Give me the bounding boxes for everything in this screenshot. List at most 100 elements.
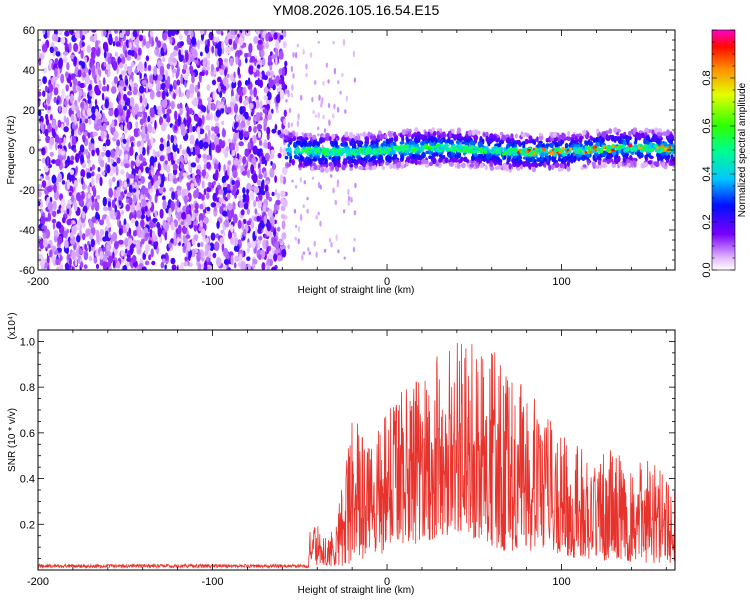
spectrogram-cell [256, 100, 260, 109]
spectrogram-cell [242, 86, 247, 96]
spectrogram-cell [177, 236, 180, 243]
spectrogram-cell [112, 215, 117, 221]
spectrogram-cell [292, 73, 295, 79]
spectrogram-cell [662, 131, 667, 137]
spectrogram-cell [368, 161, 373, 167]
spectrogram-cell [658, 148, 661, 152]
spectrogram-cell [317, 126, 320, 131]
spectrogram-cell [337, 154, 341, 161]
spectrogram-cell [191, 99, 197, 106]
spectrogram-cell [284, 155, 289, 160]
spectrogram-cell [415, 154, 420, 159]
spectrogram-cell [172, 141, 178, 153]
spectrogram-cell [62, 51, 69, 56]
spectrogram-cell [237, 66, 241, 76]
spectrogram-cell [293, 154, 298, 160]
spectrogram-cell [117, 84, 124, 93]
spectrogram-cell [125, 248, 128, 254]
spectrogram-cell [311, 147, 315, 151]
spectrogram-cell [184, 189, 189, 194]
spectrogram-cell [164, 264, 167, 270]
spectrogram-cell [128, 197, 133, 206]
spectrogram-cell [79, 30, 83, 40]
spectrogram-cell [471, 130, 476, 136]
spectrogram-cell [478, 159, 482, 163]
spectrogram-cell [173, 92, 176, 100]
spectrogram-cell [144, 260, 150, 266]
spectrogram-cell [166, 108, 172, 114]
spectrogram-cell [305, 63, 308, 70]
spectrogram-cell [73, 148, 77, 153]
spectrogram-cell [207, 38, 211, 48]
spectrogram-cell [141, 126, 146, 136]
spectrogram-cell [111, 232, 118, 242]
spectrogram-cell [55, 83, 60, 89]
spectrogram-cell [401, 136, 405, 143]
spectrogram-cell [339, 90, 342, 95]
spectrogram-cell [149, 228, 153, 238]
spectrogram-cell [477, 130, 481, 135]
spectrogram-cell [85, 228, 90, 237]
spectrogram-cell [172, 168, 178, 176]
spectrogram-cell [261, 156, 266, 165]
spectrogram-cell [185, 106, 189, 112]
spectrogram-cell [41, 224, 46, 234]
spectrogram-cell [219, 237, 225, 245]
spectrogram-cell [84, 74, 90, 85]
spectrogram-cell [665, 130, 670, 136]
spectrogram-cell [136, 210, 142, 219]
spectrogram-cell [135, 239, 141, 250]
spectrogram-cell [188, 160, 192, 168]
spectrogram-cell [58, 137, 62, 146]
spectrogram-cell [221, 175, 227, 184]
spectrogram-cell [650, 163, 654, 168]
spectrogram-cell [388, 132, 393, 138]
spectrogram-cell [199, 30, 205, 35]
spectrogram-cell [520, 164, 523, 170]
spectrogram-cell [230, 185, 233, 191]
spectrogram-cell [647, 160, 653, 165]
spectrogram-cell [561, 152, 564, 155]
spectrogram-cell [109, 149, 116, 158]
spectrogram-cell [145, 132, 149, 142]
spectrogram-cell [419, 135, 425, 140]
spectrogram-cell [38, 192, 42, 198]
spectrogram-cell [336, 106, 340, 113]
spectrogram-cell [189, 123, 193, 133]
spectrogram-cell [401, 129, 406, 136]
spectrogram-cell [61, 123, 64, 131]
spectrogram-cell [397, 145, 400, 149]
spectrogram-cell [118, 239, 124, 245]
spectrogram-cell [252, 135, 257, 144]
spectrogram-cell [87, 185, 91, 193]
spectrogram-cell [566, 165, 571, 172]
spectrogram-cell [132, 194, 137, 204]
spectrogram-cell [261, 49, 265, 57]
spectrogram-cell [142, 38, 146, 46]
spectrogram-cell [198, 128, 205, 135]
spectrogram-cell [218, 139, 223, 145]
spectrogram-cell [183, 58, 186, 64]
spectrogram-cell [246, 256, 251, 262]
spectrogram-cell [201, 169, 207, 177]
spectrogram-cell [219, 90, 223, 98]
spectrogram-cell [226, 106, 232, 114]
spectrogram-cell [189, 134, 195, 145]
spectrogram-cell [223, 264, 227, 270]
spectrogram-cell [157, 226, 162, 238]
spectrogram-cell [87, 201, 92, 207]
spectrogram-cell [266, 246, 269, 255]
spectrogram-cell [350, 148, 355, 152]
spectrogram-cell [373, 164, 377, 170]
spectrogram-cell [93, 123, 100, 131]
spectrogram-cell [144, 61, 147, 69]
spectrogram-cell [111, 199, 116, 208]
spectrogram-cell [358, 147, 363, 151]
spectrogram-cell [88, 118, 92, 125]
spectrogram-cell [307, 247, 310, 252]
spectrogram-cell [225, 80, 229, 90]
spectrogram-cell [127, 66, 133, 76]
spectrogram-cell [144, 232, 150, 238]
spectrogram-cell [205, 113, 211, 121]
spectrogram-cell [280, 214, 286, 219]
